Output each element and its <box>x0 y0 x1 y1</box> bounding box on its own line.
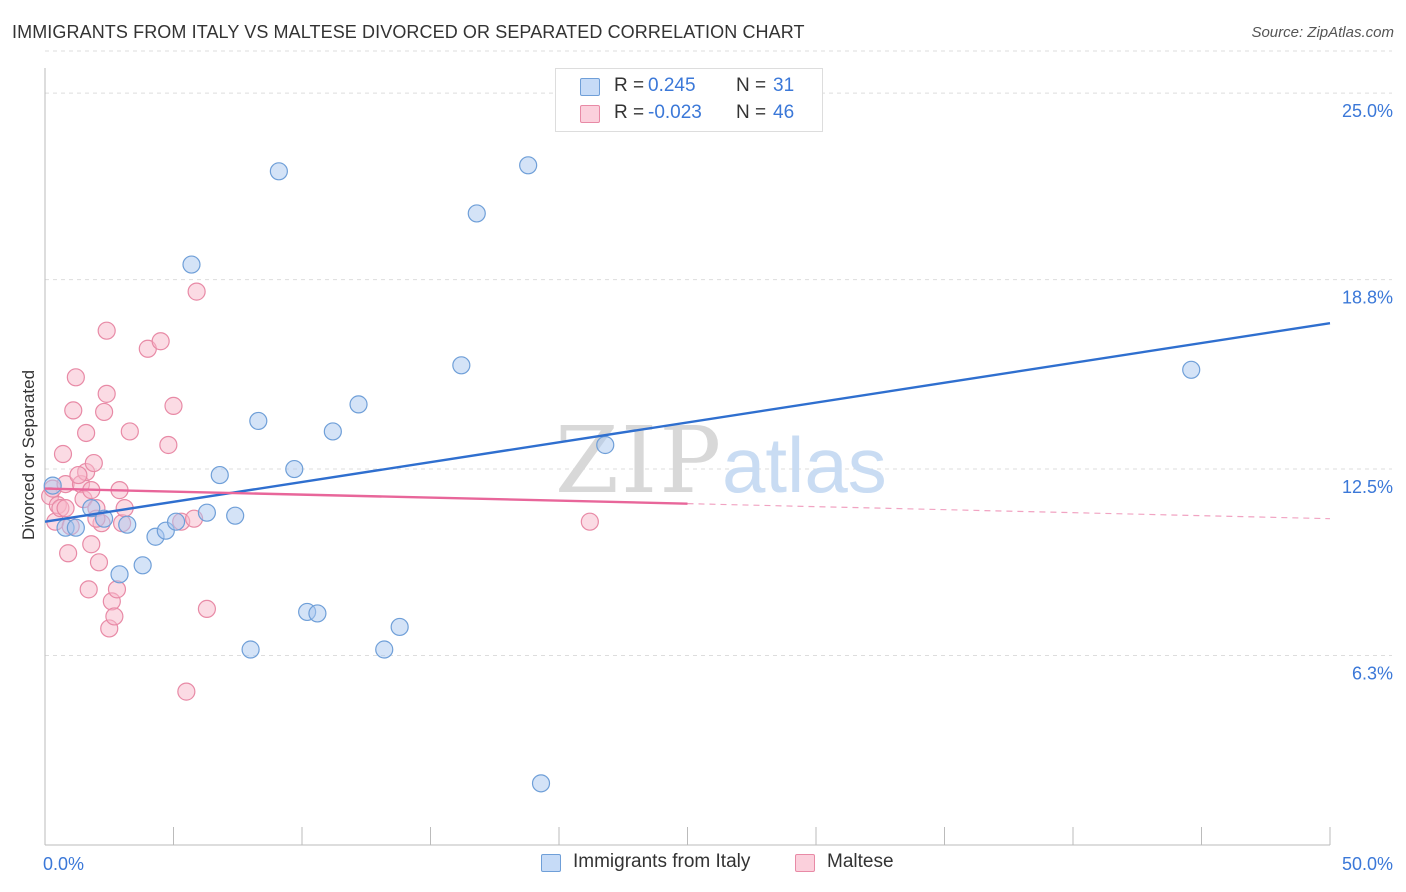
legend-n-value: 31 <box>773 75 795 96</box>
point-italy <box>241 640 260 659</box>
point-maltese <box>159 435 178 455</box>
point-maltese <box>107 580 127 599</box>
point-italy <box>249 411 268 431</box>
bottom-legend-label: Maltese <box>827 851 894 872</box>
point-italy <box>95 509 114 528</box>
point-maltese <box>56 499 75 518</box>
trend-line-maltese-extension <box>687 503 1331 520</box>
legend-n-label: N = <box>736 102 767 123</box>
y-tick-label: 12.5% <box>1342 477 1393 497</box>
watermark-zip: ZIP <box>555 407 723 514</box>
point-italy <box>390 617 409 637</box>
trend-lines <box>44 322 1331 523</box>
chart-title: IMMIGRANTS FROM ITALY VS MALTESE DIVORCE… <box>12 22 805 42</box>
point-maltese <box>53 444 73 464</box>
point-italy <box>531 774 551 793</box>
point-maltese <box>197 599 217 619</box>
point-italy <box>118 515 137 534</box>
x-tick-label-min: 0.0% <box>43 854 84 874</box>
point-italy <box>133 556 152 575</box>
point-italy <box>467 204 486 223</box>
point-italy <box>349 395 368 414</box>
point-maltese <box>177 682 196 701</box>
point-italy <box>269 162 288 181</box>
y-axis-label: Divorced or Separated <box>19 370 38 540</box>
correlation-legend: R = 0.245 N = 31 R = -0.023 N = 46 <box>555 68 823 132</box>
point-italy <box>182 255 201 274</box>
point-maltese <box>97 384 116 403</box>
bottom-legend-label: Immigrants from Italy <box>573 851 751 872</box>
point-maltese <box>187 282 206 301</box>
point-italy <box>308 604 327 623</box>
point-italy <box>210 465 229 485</box>
point-italy <box>323 422 342 441</box>
watermark: ZIP atlas <box>555 407 887 514</box>
legend-r-label: R = <box>614 75 645 96</box>
legend-swatch-pink <box>580 105 600 123</box>
source-credit: Source: ZipAtlas.com <box>1251 24 1394 41</box>
point-maltese <box>105 607 124 626</box>
point-maltese <box>97 321 116 340</box>
point-maltese <box>79 580 98 599</box>
legend-n-label: N = <box>736 75 767 96</box>
point-italy <box>197 503 217 522</box>
watermark-atlas: atlas <box>722 421 887 509</box>
point-maltese <box>151 332 170 351</box>
point-italy <box>226 506 245 525</box>
point-italy <box>452 356 471 375</box>
tick-labels: 6.3% 12.5% 18.8% 25.0% 0.0% 50.0% <box>43 101 1393 874</box>
point-maltese <box>164 396 183 415</box>
legend-n-value: 46 <box>773 102 795 123</box>
point-maltese <box>69 465 88 485</box>
point-maltese <box>95 402 114 422</box>
point-italy <box>375 640 394 659</box>
point-italy <box>596 435 615 455</box>
point-maltese <box>59 544 78 563</box>
y-tick-label: 6.3% <box>1352 664 1393 684</box>
point-maltese <box>120 422 139 441</box>
y-tick-label: 25.0% <box>1342 101 1393 121</box>
point-maltese <box>84 453 103 473</box>
point-maltese <box>64 401 83 420</box>
bottom-legend-swatch-pink <box>795 854 815 872</box>
point-italy <box>82 499 101 518</box>
grid-lines <box>45 50 1392 657</box>
point-italy <box>166 512 186 531</box>
series-italy-points <box>43 156 1201 793</box>
trend-line-maltese <box>44 487 688 505</box>
point-maltese <box>82 535 101 554</box>
axes <box>44 68 1331 846</box>
legend-r-value: -0.023 <box>648 102 702 123</box>
legend-swatch-blue <box>580 78 600 96</box>
point-italy <box>43 476 62 495</box>
point-maltese <box>580 512 599 531</box>
point-italy <box>66 518 85 537</box>
point-maltese <box>66 368 85 387</box>
point-italy <box>285 459 304 479</box>
legend-r-label: R = <box>614 102 645 123</box>
point-maltese <box>77 423 96 443</box>
x-tick-label-max: 50.0% <box>1342 854 1393 874</box>
point-italy <box>1182 360 1201 379</box>
point-italy <box>110 565 129 584</box>
trend-line-italy <box>44 322 1331 523</box>
bottom-legend-swatch-blue <box>541 854 561 872</box>
legend-r-value: 0.245 <box>648 75 696 96</box>
point-italy <box>519 156 538 175</box>
y-tick-label: 18.8% <box>1342 288 1393 308</box>
point-maltese <box>89 553 109 572</box>
